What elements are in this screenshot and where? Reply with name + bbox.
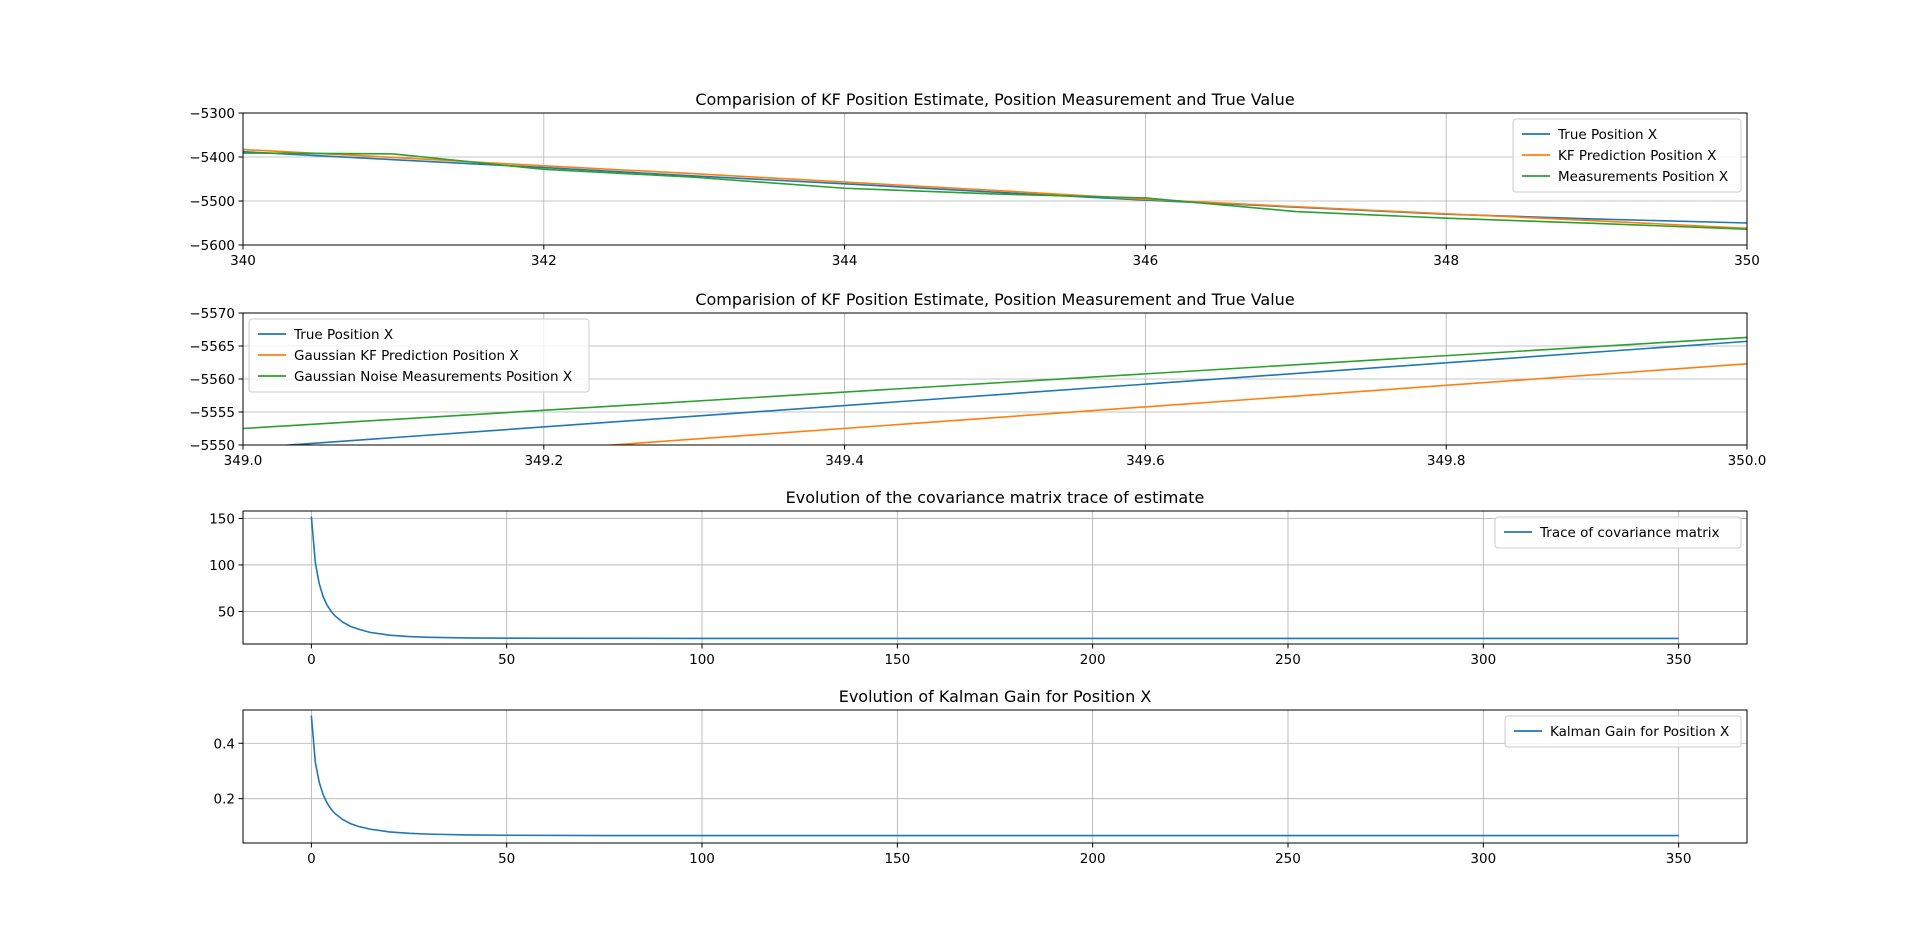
x-tick-label: 349.8 xyxy=(1427,453,1466,469)
x-tick-label: 349.4 xyxy=(825,453,864,469)
x-tick-label: 250 xyxy=(1275,652,1301,668)
x-tick-label: 50 xyxy=(498,652,515,668)
y-tick-label: −5400 xyxy=(189,150,235,166)
chart-title: Comparision of KF Position Estimate, Pos… xyxy=(695,90,1294,109)
y-tick-label: 150 xyxy=(209,511,235,527)
y-tick-label: −5570 xyxy=(189,306,235,322)
x-tick-label: 349.2 xyxy=(524,453,563,469)
legend-label: Trace of covariance matrix xyxy=(1539,525,1720,541)
legend-label: True Position X xyxy=(293,327,393,343)
y-tick-label: −5565 xyxy=(189,339,235,355)
chart-title: Evolution of the covariance matrix trace… xyxy=(786,488,1205,507)
series-line xyxy=(310,715,1679,837)
y-tick-label: −5550 xyxy=(189,438,235,454)
axes-frame xyxy=(242,709,1748,844)
series-line xyxy=(278,340,1747,445)
series-line xyxy=(600,363,1747,445)
legend-box xyxy=(1504,715,1742,748)
x-tick-label: 348 xyxy=(1433,253,1459,269)
legend-label: Kalman Gain for Position X xyxy=(1550,724,1729,740)
x-tick-label: 200 xyxy=(1080,851,1106,867)
x-tick-label: 100 xyxy=(689,851,715,867)
x-tick-label: 349.0 xyxy=(224,453,263,469)
legend-label: Gaussian KF Prediction Position X xyxy=(294,348,519,364)
y-tick-label: −5300 xyxy=(189,106,235,122)
legend-box xyxy=(248,318,590,393)
axes-background xyxy=(243,113,1747,245)
x-tick-label: 344 xyxy=(832,253,858,269)
y-tick-label: 100 xyxy=(209,558,235,574)
y-tick-label: 0.2 xyxy=(214,792,235,808)
legend: True Position X Gaussian KF Prediction Po… xyxy=(248,318,590,393)
y-tick-label: −5600 xyxy=(189,238,235,254)
x-tick-label: 50 xyxy=(498,851,515,867)
x-tick-label: 342 xyxy=(531,253,557,269)
legend-label: Gaussian Noise Measurements Position X xyxy=(294,369,572,385)
legend: Trace of covariance matrix xyxy=(1494,516,1742,549)
x-tick-label: 350 xyxy=(1666,851,1692,867)
axes-frame xyxy=(242,112,1748,246)
subplot-1: 340 342 344 346 348 350 −5600 −5500 −5400 −5300 Co… xyxy=(189,90,1760,269)
subplot-4: 0 50 100 150 200 250 300 350 0.2 0.4 Evolution of … xyxy=(214,687,1748,867)
chart-title: Evolution of Kalman Gain for Position X xyxy=(839,687,1152,706)
axes-background xyxy=(243,710,1747,843)
legend-box xyxy=(1494,516,1742,549)
axes-frame xyxy=(242,510,1748,645)
x-tick-label: 0 xyxy=(307,851,316,867)
series-line xyxy=(243,336,1747,430)
series-line xyxy=(310,516,1679,640)
series-line xyxy=(243,148,1747,230)
x-tick-label: 346 xyxy=(1133,253,1159,269)
x-tick-label: 350.0 xyxy=(1728,453,1767,469)
chart-title: Comparision of KF Position Estimate, Pos… xyxy=(695,290,1294,309)
x-tick-label: 250 xyxy=(1275,851,1301,867)
x-tick-label: 300 xyxy=(1470,851,1496,867)
y-tick-label: 0.4 xyxy=(214,736,235,752)
legend: Kalman Gain for Position X xyxy=(1504,715,1742,748)
x-tick-label: 340 xyxy=(230,253,256,269)
series-line xyxy=(243,152,1747,230)
subplot-2: 349.0 349.2 349.4 349.6 349.8 350.0 −5550 −5555… xyxy=(189,290,1767,469)
x-tick-label: 350 xyxy=(1666,652,1692,668)
legend: True Position X KF Prediction Position X M… xyxy=(1512,118,1742,193)
legend-box xyxy=(1512,118,1742,193)
legend-label: KF Prediction Position X xyxy=(1558,148,1716,164)
y-tick-label: 50 xyxy=(218,604,235,620)
x-tick-label: 150 xyxy=(884,652,910,668)
x-tick-label: 150 xyxy=(884,851,910,867)
subplot-3: 0 50 100 150 200 250 300 350 50 100 150 Evolution o… xyxy=(209,488,1748,668)
x-tick-label: 349.6 xyxy=(1126,453,1165,469)
x-tick-label: 300 xyxy=(1470,652,1496,668)
x-tick-label: 0 xyxy=(307,652,316,668)
x-tick-label: 100 xyxy=(689,652,715,668)
legend-label: True Position X xyxy=(1557,127,1657,143)
x-tick-label: 350 xyxy=(1734,253,1760,269)
y-tick-label: −5500 xyxy=(189,194,235,210)
x-tick-label: 200 xyxy=(1080,652,1106,668)
y-tick-label: −5560 xyxy=(189,372,235,388)
legend-label: Measurements Position X xyxy=(1558,169,1728,185)
y-tick-label: −5555 xyxy=(189,405,235,421)
